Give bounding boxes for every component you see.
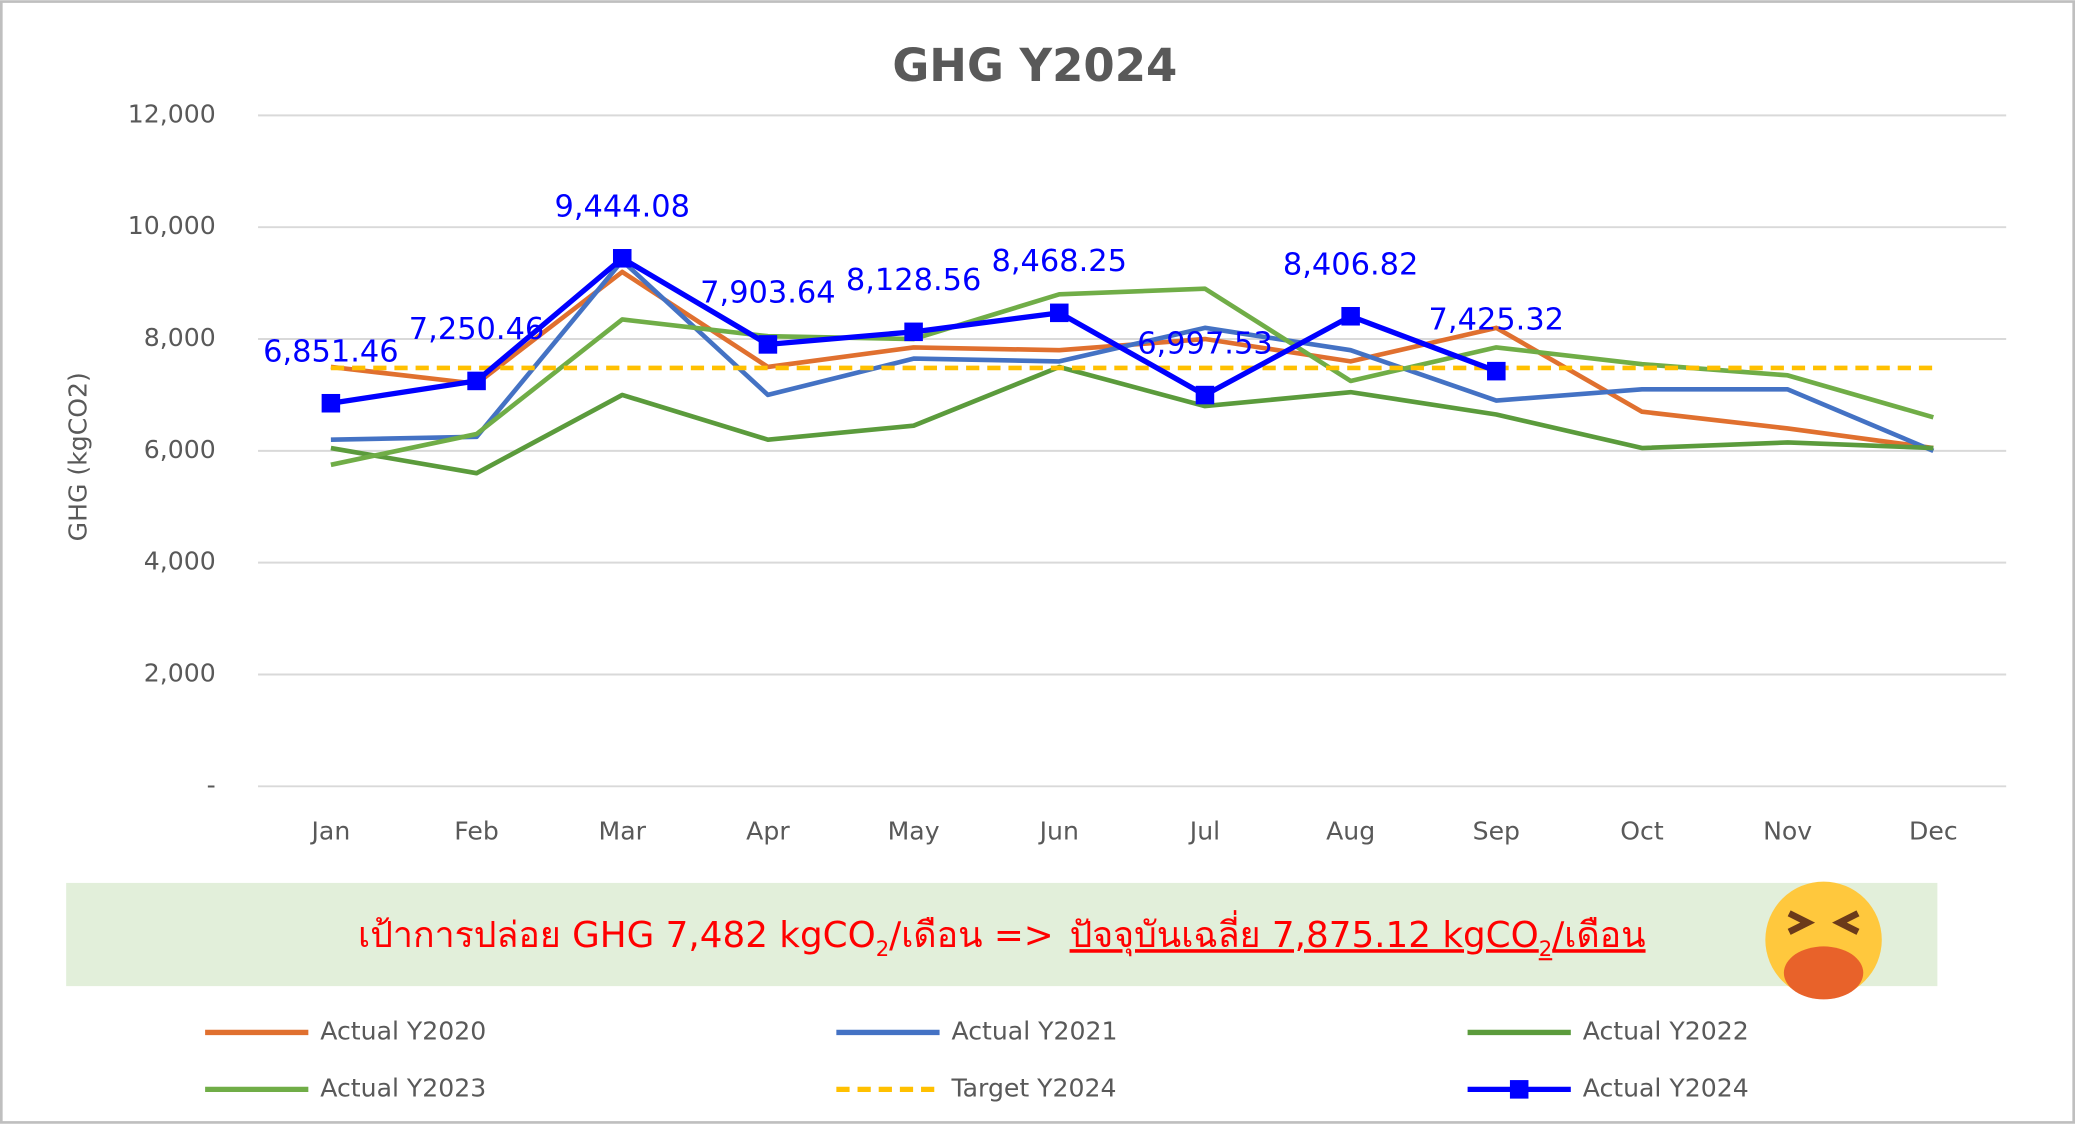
data-label: 8,406.82	[1283, 247, 1418, 282]
x-tick-label: Dec	[1909, 817, 1958, 846]
marker	[1050, 303, 1069, 323]
legend-marker	[1509, 1080, 1529, 1099]
banner	[66, 882, 1938, 987]
data-label: 7,903.64	[700, 276, 835, 311]
marker	[1341, 307, 1360, 326]
banner-sub: 2	[876, 936, 889, 961]
legend-label: Actual Y2020	[320, 1016, 486, 1045]
series-line	[330, 258, 1935, 453]
data-label: 7,425.32	[1429, 302, 1564, 337]
banner-text: เป้าการปล่อย GHG 7,482 kgCO2/เดือน => ปัจ…	[358, 910, 1646, 960]
y-tick-label: 6,000	[144, 435, 216, 464]
legend-label: Actual Y2022	[1583, 1016, 1749, 1045]
marker	[612, 249, 632, 268]
x-tick-label: Jun	[1038, 817, 1079, 846]
legend-label: Actual Y2021	[951, 1016, 1117, 1045]
marker	[1195, 385, 1215, 405]
crying-emoji	[1765, 881, 1882, 1000]
y-tick-label: 8,000	[144, 323, 216, 352]
x-tick-label: May	[888, 817, 940, 846]
banner-sub: 2	[1539, 936, 1552, 961]
legend-label: Actual Y2024	[1583, 1073, 1749, 1102]
data-label: 9,444.08	[555, 189, 690, 224]
x-tick-label: Oct	[1620, 817, 1664, 846]
data-label: 6,851.46	[263, 334, 398, 369]
marker	[321, 393, 341, 413]
marker	[1487, 361, 1506, 381]
y-tick-label: 2,000	[144, 658, 216, 687]
banner-part: เป้าการปล่อย GHG 7,482 kgCO	[358, 915, 876, 956]
y-tick-label: 10,000	[128, 211, 216, 240]
data-label: 6,997.53	[1137, 326, 1272, 361]
x-tick-label: Jan	[310, 817, 351, 846]
x-tick-label: Mar	[599, 817, 647, 846]
banner-part: ปัจจุบันเฉลี่ย 7,875.12 kgCO	[1070, 910, 1539, 956]
y-axis-label: GHG (kgCO2)	[63, 372, 92, 541]
marker	[758, 335, 778, 354]
data-label: 8,128.56	[846, 263, 981, 298]
x-tick-label: Aug	[1326, 817, 1375, 846]
data-label: 7,250.46	[409, 312, 544, 347]
x-tick-label: Jul	[1188, 817, 1220, 846]
emoji-mouth	[1783, 946, 1864, 1000]
x-tick-label: Feb	[454, 817, 498, 846]
y-tick-label: 4,000	[144, 547, 216, 576]
legend-label: Actual Y2023	[320, 1073, 486, 1102]
y-tick-label: -	[207, 770, 216, 799]
chart-title: GHG Y2024	[892, 39, 1177, 92]
legend-label: Target Y2024	[950, 1073, 1116, 1102]
banner-part: /เดือน =>	[889, 915, 1054, 956]
banner-part: /เดือน	[1552, 915, 1645, 956]
emoji-eyes	[1787, 910, 1860, 935]
y-tick-label: 12,000	[128, 99, 216, 128]
marker	[904, 322, 923, 342]
x-tick-label: Sep	[1473, 817, 1520, 846]
x-tick-label: Apr	[746, 817, 790, 846]
marker	[467, 371, 486, 391]
data-label: 8,468.25	[992, 244, 1127, 279]
series-line	[330, 364, 1934, 476]
x-tick-label: Nov	[1763, 817, 1812, 846]
